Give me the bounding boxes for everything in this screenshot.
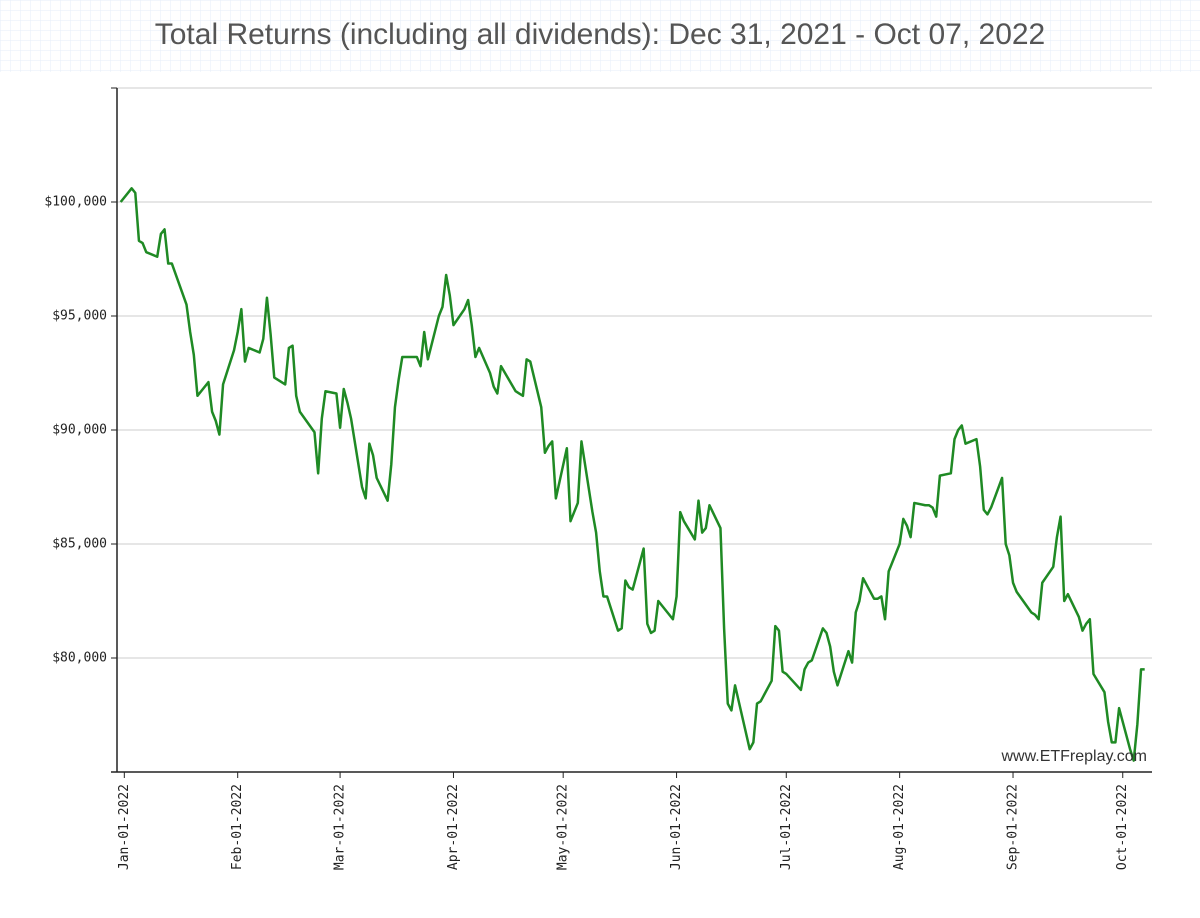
x-tick-label: Sep-01-2022 <box>1006 784 1021 870</box>
x-tick-label: Oct-01-2022 <box>1115 784 1130 870</box>
y-tick-label: $100,000 <box>44 195 107 210</box>
x-tick-label: Jul-01-2022 <box>779 784 794 870</box>
y-tick-label: $95,000 <box>52 309 107 324</box>
x-tick-label: Mar-01-2022 <box>333 784 348 870</box>
x-tick-label: May-01-2022 <box>556 784 571 870</box>
data-line <box>119 187 1145 762</box>
chart-title: Total Returns (including all dividends):… <box>155 18 1046 51</box>
x-tick-label: Apr-01-2022 <box>446 784 461 870</box>
y-tick-label: $80,000 <box>52 651 107 666</box>
x-tick-label: Aug-01-2022 <box>892 784 907 870</box>
y-tick-label: $85,000 <box>52 537 107 552</box>
y-tick-label: $90,000 <box>52 423 107 438</box>
title-background <box>0 0 1200 72</box>
x-tick-label: Jan-01-2022 <box>117 784 132 870</box>
x-tick-label: Feb-01-2022 <box>230 784 245 870</box>
x-tick-label: Jun-01-2022 <box>669 784 684 870</box>
watermark: www.ETFreplay.com <box>1000 748 1147 765</box>
